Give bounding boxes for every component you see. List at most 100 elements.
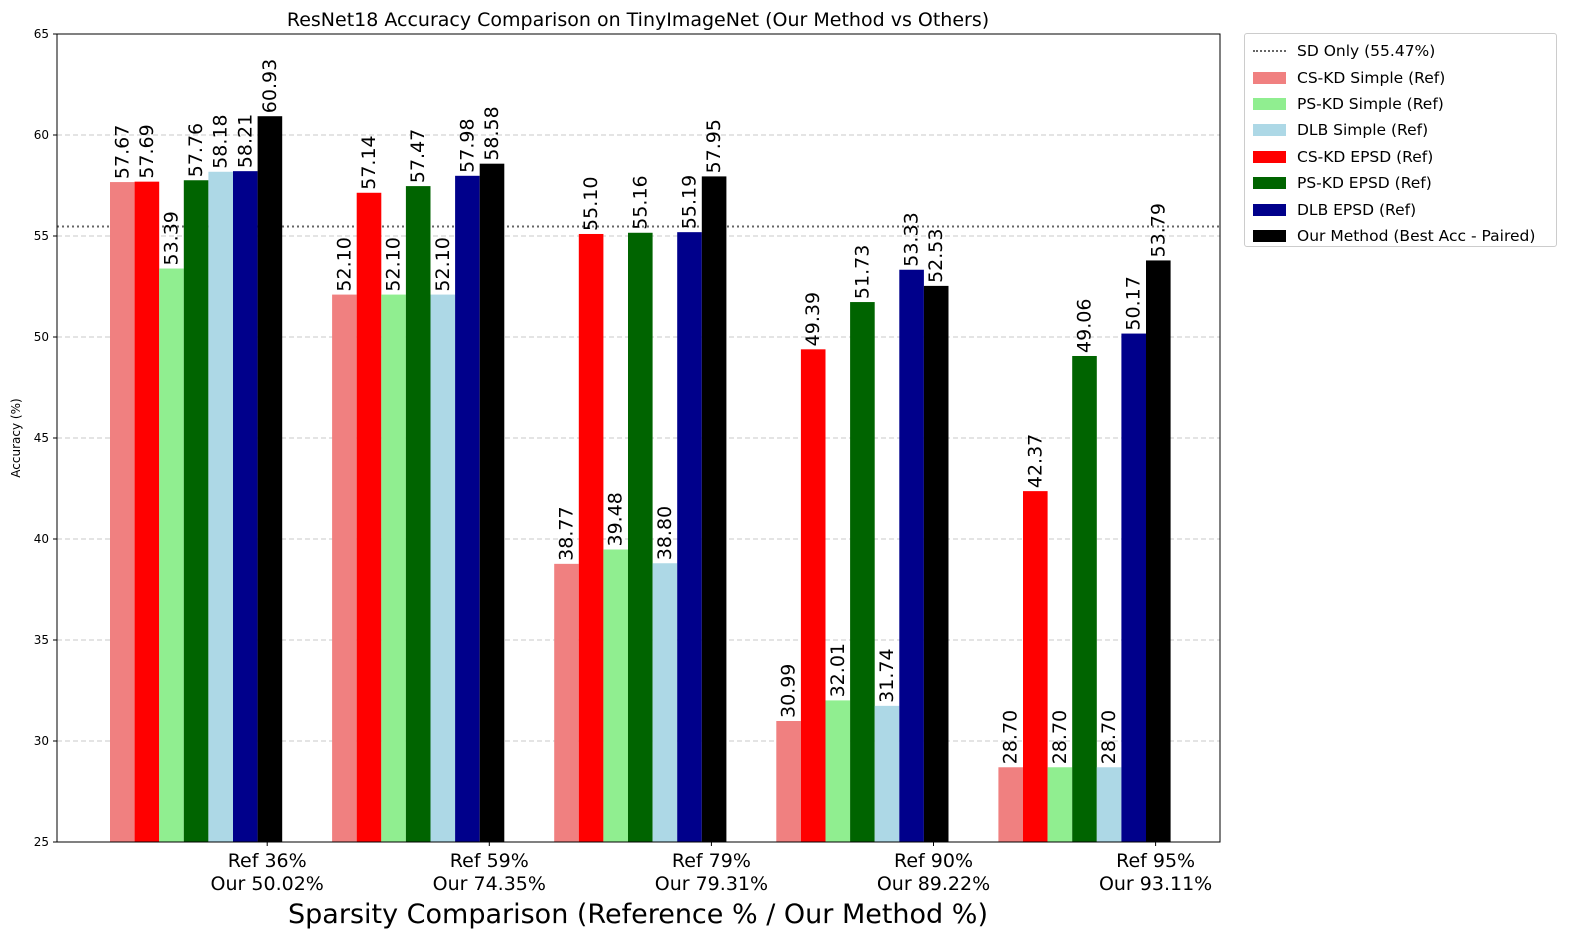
bar xyxy=(554,563,579,842)
bar xyxy=(1072,355,1097,842)
legend-item: CS-KD EPSD (Ref) xyxy=(1253,144,1556,170)
bar xyxy=(405,186,431,842)
bar-value-label: 57.69 xyxy=(136,124,158,178)
bar xyxy=(776,721,801,842)
x-tick-label-our: Our 50.02% xyxy=(211,873,324,895)
legend-swatch xyxy=(1253,97,1286,110)
x-tick-label-ref: Ref 36% xyxy=(228,850,307,872)
bar xyxy=(850,302,875,843)
legend-item: PS-KD Simple (Ref) xyxy=(1253,91,1556,117)
y-axis-ticks: 25 30 35 40 45 50 55 60 65 xyxy=(34,27,57,849)
bar xyxy=(257,116,283,843)
bar xyxy=(110,182,135,843)
y-tick-label: 40 xyxy=(34,532,49,546)
y-tick-label: 25 xyxy=(34,835,49,849)
bar-value-label: 58.18 xyxy=(210,114,232,168)
legend-swatch xyxy=(1253,150,1286,163)
bar xyxy=(183,180,209,843)
legend-label: PS-KD EPSD (Ref) xyxy=(1297,174,1432,193)
bar xyxy=(455,175,480,842)
bar xyxy=(825,700,851,842)
y-tick-label: 55 xyxy=(34,229,49,243)
bar-value-label: 28.70 xyxy=(1000,710,1022,764)
legend-item: Our Method (Best Acc - Paired) xyxy=(1253,223,1556,249)
bar xyxy=(603,549,628,842)
bar xyxy=(1146,260,1171,842)
bar-value-label: 60.93 xyxy=(259,59,281,113)
bar-value-label: 52.53 xyxy=(925,228,947,282)
bar-value-label: 52.10 xyxy=(383,237,405,291)
legend-swatch xyxy=(1253,124,1286,137)
legend-label: DLB EPSD (Ref) xyxy=(1297,200,1417,219)
legend-label: CS-KD EPSD (Ref) xyxy=(1297,147,1434,166)
legend-item: CS-KD Simple (Ref) xyxy=(1253,64,1556,90)
bar-value-label: 57.98 xyxy=(456,118,478,172)
bar-value-label: 53.33 xyxy=(901,212,923,266)
bar-value-label: 55.19 xyxy=(679,175,701,229)
x-tick-label-our: Our 79.31% xyxy=(655,873,768,895)
bar-value-label: 57.47 xyxy=(407,129,429,183)
bar xyxy=(332,294,357,843)
x-tick-label-our: Our 74.35% xyxy=(433,873,546,895)
bar xyxy=(874,705,900,842)
bar-value-label: 51.73 xyxy=(851,245,873,299)
bar xyxy=(134,181,160,843)
bar xyxy=(899,269,924,842)
legend: SD Only (55.47%) CS-KD Simple (Ref) PS-KD … xyxy=(1244,33,1557,247)
y-axis-label: Accuracy (%) xyxy=(9,398,23,477)
bar xyxy=(356,192,382,843)
legend-label: Our Method (Best Acc - Paired) xyxy=(1297,226,1536,245)
bar-value-label: 30.99 xyxy=(778,664,800,718)
legend-swatch xyxy=(1253,71,1286,84)
legend-label: DLB Simple (Ref) xyxy=(1297,121,1429,140)
y-tick-label: 30 xyxy=(34,734,49,748)
x-axis-ticks: Ref 36%Our 50.02% Ref 59%Our 74.35% Ref 79… xyxy=(211,842,1212,895)
y-tick-label: 60 xyxy=(34,128,49,142)
bar-value-label: 49.39 xyxy=(802,292,824,346)
y-tick-label: 45 xyxy=(34,431,49,445)
bar-value-label: 55.10 xyxy=(580,177,602,231)
bar-value-label: 42.37 xyxy=(1024,434,1046,488)
bar-value-label: 49.06 xyxy=(1074,299,1096,353)
x-tick-label-our: Our 89.22% xyxy=(877,873,990,895)
bar xyxy=(233,171,258,842)
bar xyxy=(479,163,505,842)
bar xyxy=(1121,333,1146,842)
chart-title: ResNet18 Accuracy Comparison on TinyImag… xyxy=(287,9,989,31)
legend-item: PS-KD EPSD (Ref) xyxy=(1253,170,1556,196)
bar xyxy=(652,563,678,842)
y-tick-label: 50 xyxy=(34,330,49,344)
x-tick-label-ref: Ref 90% xyxy=(894,850,973,872)
bar-value-label: 28.70 xyxy=(1049,710,1071,764)
bar-value-label: 57.76 xyxy=(185,123,207,177)
bar-value-label: 58.21 xyxy=(234,114,256,168)
legend-swatch xyxy=(1253,203,1286,216)
legend-swatch xyxy=(1253,50,1286,53)
bar xyxy=(1096,767,1122,842)
bar-value-label: 57.67 xyxy=(111,125,133,179)
bar xyxy=(628,232,653,842)
legend-label: SD Only (55.47%) xyxy=(1297,42,1436,61)
bar-value-label: 57.14 xyxy=(358,135,380,189)
bar xyxy=(923,285,949,842)
bar xyxy=(578,233,604,843)
bar-value-label: 39.48 xyxy=(605,492,627,546)
bar xyxy=(677,232,702,843)
x-tick-label-ref: Ref 95% xyxy=(1116,850,1195,872)
bar-value-label: 38.77 xyxy=(556,506,578,560)
bar-value-label: 53.39 xyxy=(161,211,183,265)
x-tick-label-our: Our 93.11% xyxy=(1099,873,1212,895)
y-tick-label: 65 xyxy=(34,27,49,41)
bars xyxy=(110,116,1171,843)
bar-value-label: 32.01 xyxy=(827,643,849,697)
bar xyxy=(1023,491,1048,842)
bar-value-label: 31.74 xyxy=(876,648,898,702)
bar xyxy=(159,268,184,843)
y-tick-label: 35 xyxy=(34,633,49,647)
bar-value-label: 38.80 xyxy=(654,506,676,560)
bar xyxy=(1047,767,1073,842)
legend-label: CS-KD Simple (Ref) xyxy=(1297,68,1446,87)
bar-value-label: 52.10 xyxy=(333,237,355,291)
